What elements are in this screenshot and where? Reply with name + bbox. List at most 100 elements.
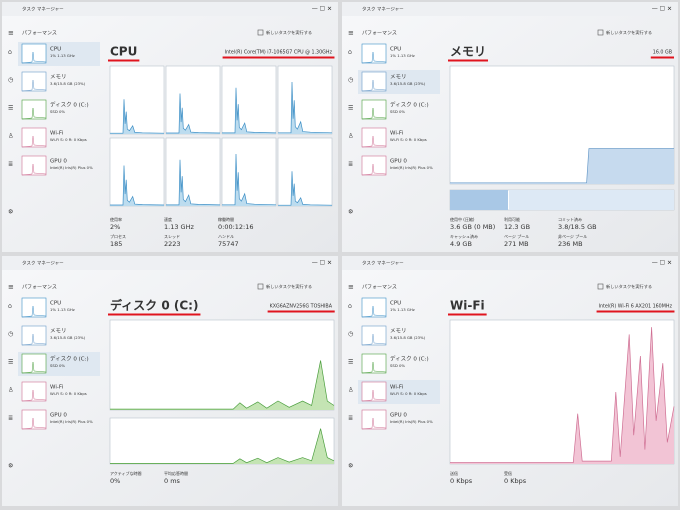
sidebar-thumbnail[interactable]	[361, 381, 387, 402]
graph-line	[110, 165, 165, 206]
sidebar-name[interactable]: GPU 0	[50, 159, 67, 165]
nav-icon[interactable]: ☰	[8, 359, 13, 366]
stat-value: 2223	[164, 240, 181, 248]
nav-icon[interactable]: ⚙	[348, 463, 353, 470]
nav-icon[interactable]: ≣	[348, 161, 353, 168]
sidebar-thumbnail[interactable]	[361, 297, 387, 318]
sidebar-thumbnail[interactable]	[21, 127, 47, 148]
sidebar-thumbnail[interactable]	[21, 71, 47, 92]
nav-icon[interactable]: ♙	[348, 387, 353, 394]
sidebar-name[interactable]: ディスク 0 (C:)	[390, 355, 429, 363]
sidebar-name[interactable]: ディスク 0 (C:)	[50, 101, 89, 109]
sidebar-thumbnail[interactable]	[361, 71, 387, 92]
sidebar-thumbnail[interactable]	[361, 99, 387, 120]
sidebar-name[interactable]: メモリ	[390, 328, 407, 335]
sidebar-sparkline	[21, 79, 47, 92]
stat-label: 使用中 (圧縮)	[450, 216, 475, 222]
sidebar-thumbnail[interactable]	[361, 155, 387, 176]
nav-icon[interactable]: ⚙	[348, 209, 353, 216]
sidebar-thumbnail[interactable]	[361, 409, 387, 430]
nav-icon[interactable]: ♙	[8, 387, 13, 394]
nav-icon[interactable]: ◷	[348, 331, 353, 338]
sidebar-name[interactable]: ディスク 0 (C:)	[390, 101, 429, 109]
sidebar-name[interactable]: メモリ	[50, 328, 67, 335]
nav-icon[interactable]: ⌂	[348, 49, 352, 56]
nav-icon[interactable]: ⌂	[8, 303, 12, 310]
sidebar-name[interactable]: Wi-Fi	[50, 385, 64, 391]
sidebar-name[interactable]: メモリ	[50, 74, 67, 81]
nav-icon[interactable]: ≣	[348, 415, 353, 422]
graph-frame	[221, 65, 277, 135]
stat-label: 使用率	[110, 216, 122, 222]
sidebar-sparkline	[361, 417, 387, 430]
sidebar-name[interactable]: Wi-Fi	[390, 385, 404, 391]
sidebar-name[interactable]: CPU	[390, 301, 401, 307]
sidebar-thumbnail[interactable]	[21, 155, 47, 176]
sidebar-name[interactable]: GPU 0	[390, 413, 407, 419]
nav-icon[interactable]: ☰	[348, 359, 353, 366]
sidebar-thumbnail[interactable]	[361, 43, 387, 64]
sidebar-thumbnail[interactable]	[361, 325, 387, 346]
nav-icon[interactable]: ≣	[8, 161, 13, 168]
menu-icon[interactable]: ≡	[348, 283, 354, 291]
graph-line	[450, 148, 674, 184]
stat-value: 2%	[110, 223, 120, 231]
device-name: Intel(R) Core(TM) i7-1065G7 CPU @ 1.30GH…	[225, 50, 333, 56]
run-task-icon[interactable]	[597, 29, 604, 36]
nav-icon[interactable]: ♙	[348, 133, 353, 140]
nav-icon[interactable]: ◷	[8, 77, 13, 84]
run-task-button[interactable]: 新しいタスクを実行する	[606, 29, 652, 36]
run-task-button[interactable]: 新しいタスクを実行する	[606, 283, 652, 290]
run-task-button[interactable]: 新しいタスクを実行する	[266, 283, 312, 290]
sidebar-name[interactable]: CPU	[50, 301, 61, 307]
sidebar-thumbnail[interactable]	[21, 409, 47, 430]
sidebar-name[interactable]: ディスク 0 (C:)	[50, 355, 89, 363]
graph-frame	[165, 137, 221, 207]
stat-label: 稼働時間	[218, 216, 234, 222]
sidebar-name[interactable]: GPU 0	[50, 413, 67, 419]
sidebar-thumbnail[interactable]	[21, 43, 47, 64]
sidebar-thumbnail[interactable]	[361, 353, 387, 374]
nav-icon[interactable]: ⚙	[8, 209, 13, 216]
sidebar-name[interactable]: Wi-Fi	[390, 131, 404, 137]
sidebar-thumbnail[interactable]	[21, 353, 47, 374]
sidebar-thumbnail[interactable]	[21, 325, 47, 346]
window-controls: — ☐ ✕	[312, 6, 332, 13]
sidebar-name[interactable]: Wi-Fi	[50, 131, 64, 137]
sidebar-detail: 3.6/15.8 GB (23%)	[50, 81, 86, 86]
stat-label: 速度	[164, 216, 172, 222]
graph-area	[450, 148, 674, 184]
sidebar-detail: 3.6/15.8 GB (23%)	[390, 81, 426, 86]
menu-icon[interactable]: ≡	[348, 29, 354, 37]
sidebar-thumbnail[interactable]	[21, 99, 47, 120]
nav-icon[interactable]: ⌂	[348, 303, 352, 310]
sidebar-sparkline	[21, 305, 47, 318]
nav-icon[interactable]: ⌂	[8, 49, 12, 56]
nav-icon[interactable]: ☰	[8, 105, 13, 112]
stat-value: 3.6 GB (0 MB)	[450, 223, 495, 231]
sidebar-detail: Wi-Fi S: 0 R: 0 Kbps	[390, 137, 427, 142]
sidebar-sparkline	[361, 333, 387, 346]
menu-icon[interactable]: ≡	[8, 283, 14, 291]
sidebar-thumbnail[interactable]	[21, 381, 47, 402]
sidebar-name[interactable]: CPU	[390, 47, 401, 53]
run-task-button[interactable]: 新しいタスクを実行する	[266, 29, 312, 36]
sidebar-name[interactable]: GPU 0	[390, 159, 407, 165]
nav-icon[interactable]: ◷	[348, 77, 353, 84]
section-title: パフォーマンス	[362, 31, 397, 37]
nav-icon[interactable]: ◷	[8, 331, 13, 338]
sidebar-sparkline	[361, 305, 387, 318]
nav-icon[interactable]: ≣	[8, 415, 13, 422]
run-task-icon[interactable]	[597, 283, 604, 290]
nav-icon[interactable]: ♙	[8, 133, 13, 140]
nav-icon[interactable]: ☰	[348, 105, 353, 112]
sidebar-thumbnail[interactable]	[361, 127, 387, 148]
sidebar-name[interactable]: CPU	[50, 47, 61, 53]
device-name: KXG6AZNV256G TOSHIBA	[270, 304, 333, 310]
run-task-icon[interactable]	[257, 29, 264, 36]
sidebar-thumbnail[interactable]	[21, 297, 47, 318]
menu-icon[interactable]: ≡	[8, 29, 14, 37]
nav-icon[interactable]: ⚙	[8, 463, 13, 470]
run-task-icon[interactable]	[257, 283, 264, 290]
sidebar-name[interactable]: メモリ	[390, 74, 407, 81]
